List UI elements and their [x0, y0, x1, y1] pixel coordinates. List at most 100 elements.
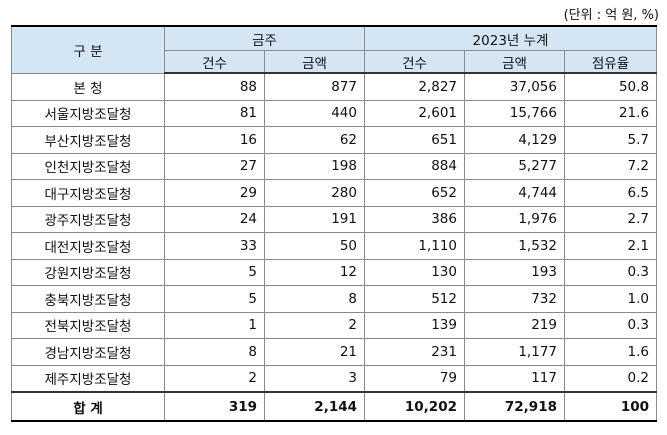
header-amount-week: 금액 — [264, 50, 365, 74]
total-count-week: 319 — [164, 391, 265, 422]
amount-cum-cell: 4,129 — [464, 126, 565, 154]
count-week-cell: 1 — [164, 311, 265, 339]
count-week-cell: 2 — [164, 364, 265, 393]
region-name-cell: 서울지방조달청 — [11, 99, 165, 127]
region-name-cell: 충북지방조달청 — [11, 285, 165, 313]
amount-week-cell: 50 — [264, 232, 365, 260]
table-row: 광주지방조달청 24 191 386 1,976 2.7 — [11, 205, 658, 233]
total-amount-week: 2,144 — [264, 391, 365, 422]
count-week-cell: 29 — [164, 179, 265, 207]
amount-week-cell: 191 — [264, 205, 365, 233]
count-week-cell: 16 — [164, 126, 265, 154]
amount-week-cell: 2 — [264, 311, 365, 339]
amount-week-cell: 8 — [264, 285, 365, 313]
count-cum-cell: 231 — [364, 338, 465, 366]
amount-cum-cell: 5,277 — [464, 152, 565, 180]
count-week-cell: 33 — [164, 232, 265, 260]
region-name-cell: 대구지방조달청 — [11, 179, 165, 207]
amount-cum-cell: 1,976 — [464, 205, 565, 233]
share-cell: 50.8 — [563, 72, 658, 101]
count-week-cell: 5 — [164, 285, 265, 313]
amount-week-cell: 62 — [264, 126, 365, 154]
table-row: 강원지방조달청 5 12 130 193 0.3 — [11, 258, 658, 286]
table-row: 제주지방조달청 2 3 79 117 0.2 — [11, 364, 658, 393]
count-week-cell: 5 — [164, 258, 265, 286]
amount-cum-cell: 219 — [464, 311, 565, 339]
share-cell: 0.3 — [563, 311, 658, 339]
share-cell: 21.6 — [563, 99, 658, 127]
count-week-cell: 81 — [164, 99, 265, 127]
total-share: 100 — [563, 391, 658, 422]
amount-week-cell: 280 — [264, 179, 365, 207]
count-cum-cell: 884 — [364, 152, 465, 180]
table-body: 본 청 88 877 2,827 37,056 50.8 서울지방조달청 81 440 2,601… — [11, 72, 658, 393]
region-name-cell: 본 청 — [11, 72, 165, 101]
table-row: 본 청 88 877 2,827 37,056 50.8 — [11, 72, 658, 101]
amount-week-cell: 12 — [264, 258, 365, 286]
amount-cum-cell: 193 — [464, 258, 565, 286]
table-row: 충북지방조달청 5 8 512 732 1.0 — [11, 285, 658, 313]
share-cell: 1.0 — [563, 285, 658, 313]
table-row: 전북지방조달청 1 2 139 219 0.3 — [11, 311, 658, 339]
header-share: 점유율 — [563, 50, 658, 74]
count-cum-cell: 139 — [364, 311, 465, 339]
share-cell: 2.1 — [563, 232, 658, 260]
header-amount-cum: 금액 — [464, 50, 565, 74]
count-cum-cell: 79 — [364, 364, 465, 393]
amount-cum-cell: 117 — [464, 364, 565, 393]
count-cum-cell: 2,601 — [364, 99, 465, 127]
region-name-cell: 제주지방조달청 — [11, 364, 165, 393]
share-cell: 1.6 — [563, 338, 658, 366]
total-amount-cum: 72,918 — [464, 391, 565, 422]
count-week-cell: 8 — [164, 338, 265, 366]
amount-cum-cell: 1,177 — [464, 338, 565, 366]
region-name-cell: 부산지방조달청 — [11, 126, 165, 154]
amount-cum-cell: 4,744 — [464, 179, 565, 207]
total-label: 합 계 — [11, 391, 165, 422]
table-row: 경남지방조달청 8 21 231 1,177 1.6 — [11, 338, 658, 366]
header-category: 구 분 — [11, 25, 165, 74]
amount-cum-cell: 732 — [464, 285, 565, 313]
unit-note: (단위 : 억 원, %) — [563, 8, 659, 23]
amount-week-cell: 877 — [264, 72, 365, 101]
header-this-week: 금주 — [164, 25, 365, 51]
amount-week-cell: 198 — [264, 152, 365, 180]
amount-cum-cell: 15,766 — [464, 99, 565, 127]
region-name-cell: 대전지방조달청 — [11, 232, 165, 260]
count-cum-cell: 2,827 — [364, 72, 465, 101]
amount-week-cell: 21 — [264, 338, 365, 366]
total-row: 합 계 319 2,144 10,202 72,918 100 — [11, 391, 658, 422]
amount-cum-cell: 37,056 — [464, 72, 565, 101]
region-name-cell: 경남지방조달청 — [11, 338, 165, 366]
procurement-table: 구 분 금주 2023년 누계 건수 금액 건수 금액 점유율 본 청 88 877… — [11, 25, 658, 422]
share-cell: 2.7 — [563, 205, 658, 233]
count-week-cell: 27 — [164, 152, 265, 180]
share-cell: 5.7 — [563, 126, 658, 154]
amount-week-cell: 440 — [264, 99, 365, 127]
region-name-cell: 전북지방조달청 — [11, 311, 165, 339]
table-row: 인천지방조달청 27 198 884 5,277 7.2 — [11, 152, 658, 180]
count-cum-cell: 652 — [364, 179, 465, 207]
region-name-cell: 강원지방조달청 — [11, 258, 165, 286]
table-row: 서울지방조달청 81 440 2,601 15,766 21.6 — [11, 99, 658, 127]
region-name-cell: 인천지방조달청 — [11, 152, 165, 180]
share-cell: 0.2 — [563, 364, 658, 393]
header-count-cum: 건수 — [364, 50, 465, 74]
region-name-cell: 광주지방조달청 — [11, 205, 165, 233]
share-cell: 0.3 — [563, 258, 658, 286]
table-row: 대구지방조달청 29 280 652 4,744 6.5 — [11, 179, 658, 207]
count-cum-cell: 1,110 — [364, 232, 465, 260]
total-count-cum: 10,202 — [364, 391, 465, 422]
table-row: 부산지방조달청 16 62 651 4,129 5.7 — [11, 126, 658, 154]
amount-week-cell: 3 — [264, 364, 365, 393]
count-week-cell: 88 — [164, 72, 265, 101]
count-cum-cell: 386 — [364, 205, 465, 233]
header-cumulative: 2023년 누계 — [363, 25, 658, 51]
count-cum-cell: 651 — [364, 126, 465, 154]
header-count-week: 건수 — [164, 50, 265, 74]
share-cell: 6.5 — [563, 179, 658, 207]
table-row: 대전지방조달청 33 50 1,110 1,532 2.1 — [11, 232, 658, 260]
share-cell: 7.2 — [563, 152, 658, 180]
count-week-cell: 24 — [164, 205, 265, 233]
count-cum-cell: 512 — [364, 285, 465, 313]
